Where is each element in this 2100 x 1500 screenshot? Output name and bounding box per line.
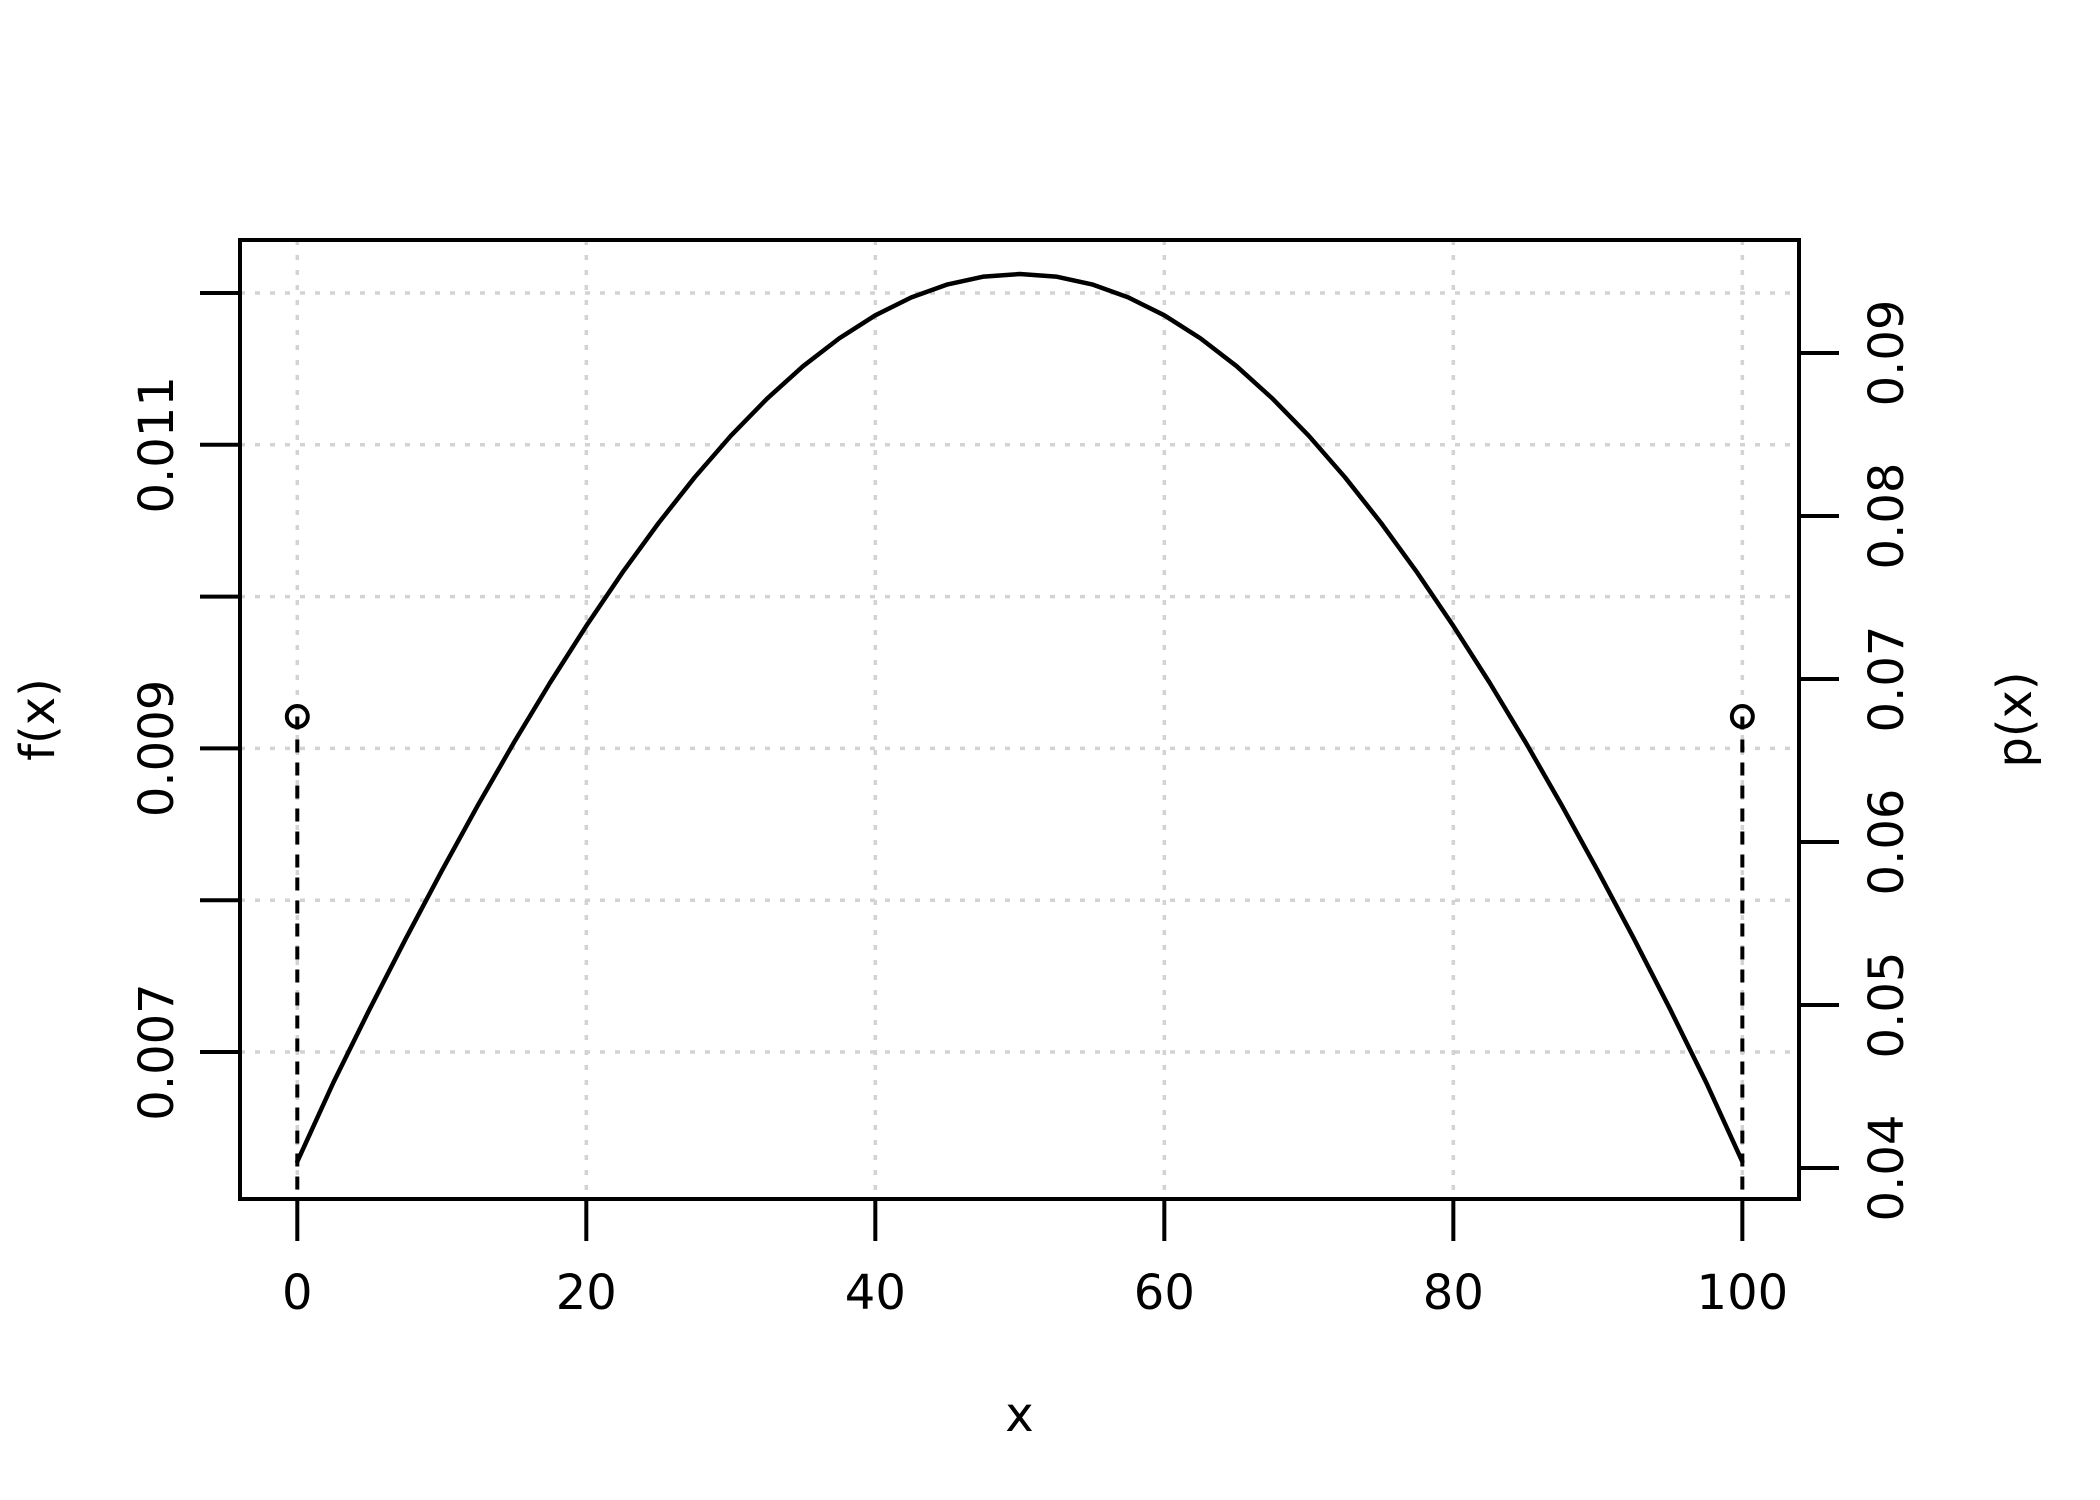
point-mass-circle [284, 703, 310, 729]
y-left-tick-label: 0.009 [129, 680, 185, 817]
y-right-tick-label: 0.06 [1859, 789, 1915, 896]
y-left-tick-label: 0.007 [129, 983, 185, 1120]
y-right-tick-label: 0.08 [1859, 463, 1915, 570]
y-right-tick-label: 0.04 [1859, 1115, 1915, 1222]
plot-box [238, 238, 1801, 1201]
point-mass-circle [1729, 703, 1755, 729]
x-tick-label: 20 [556, 1265, 617, 1321]
y-left-tick-label: 0.011 [129, 376, 185, 513]
x-tick-label: 40 [845, 1265, 906, 1321]
x-tick-label: 0 [282, 1265, 313, 1321]
y-right-tick-label: 0.05 [1859, 952, 1915, 1059]
y-right-tick-label: 0.07 [1859, 626, 1915, 733]
x-tick-label: 100 [1697, 1265, 1789, 1321]
x-tick-label: 60 [1134, 1265, 1195, 1321]
y-left-axis-title: f(x) [10, 678, 66, 761]
y-right-axis-title: p(x) [1987, 671, 2043, 767]
axes-layer [200, 291, 1839, 1241]
x-axis-title: x [1005, 1387, 1033, 1443]
y-right-tick-label: 0.09 [1859, 300, 1915, 407]
density-curve [295, 271, 1745, 1164]
x-tick-label: 80 [1423, 1265, 1484, 1321]
